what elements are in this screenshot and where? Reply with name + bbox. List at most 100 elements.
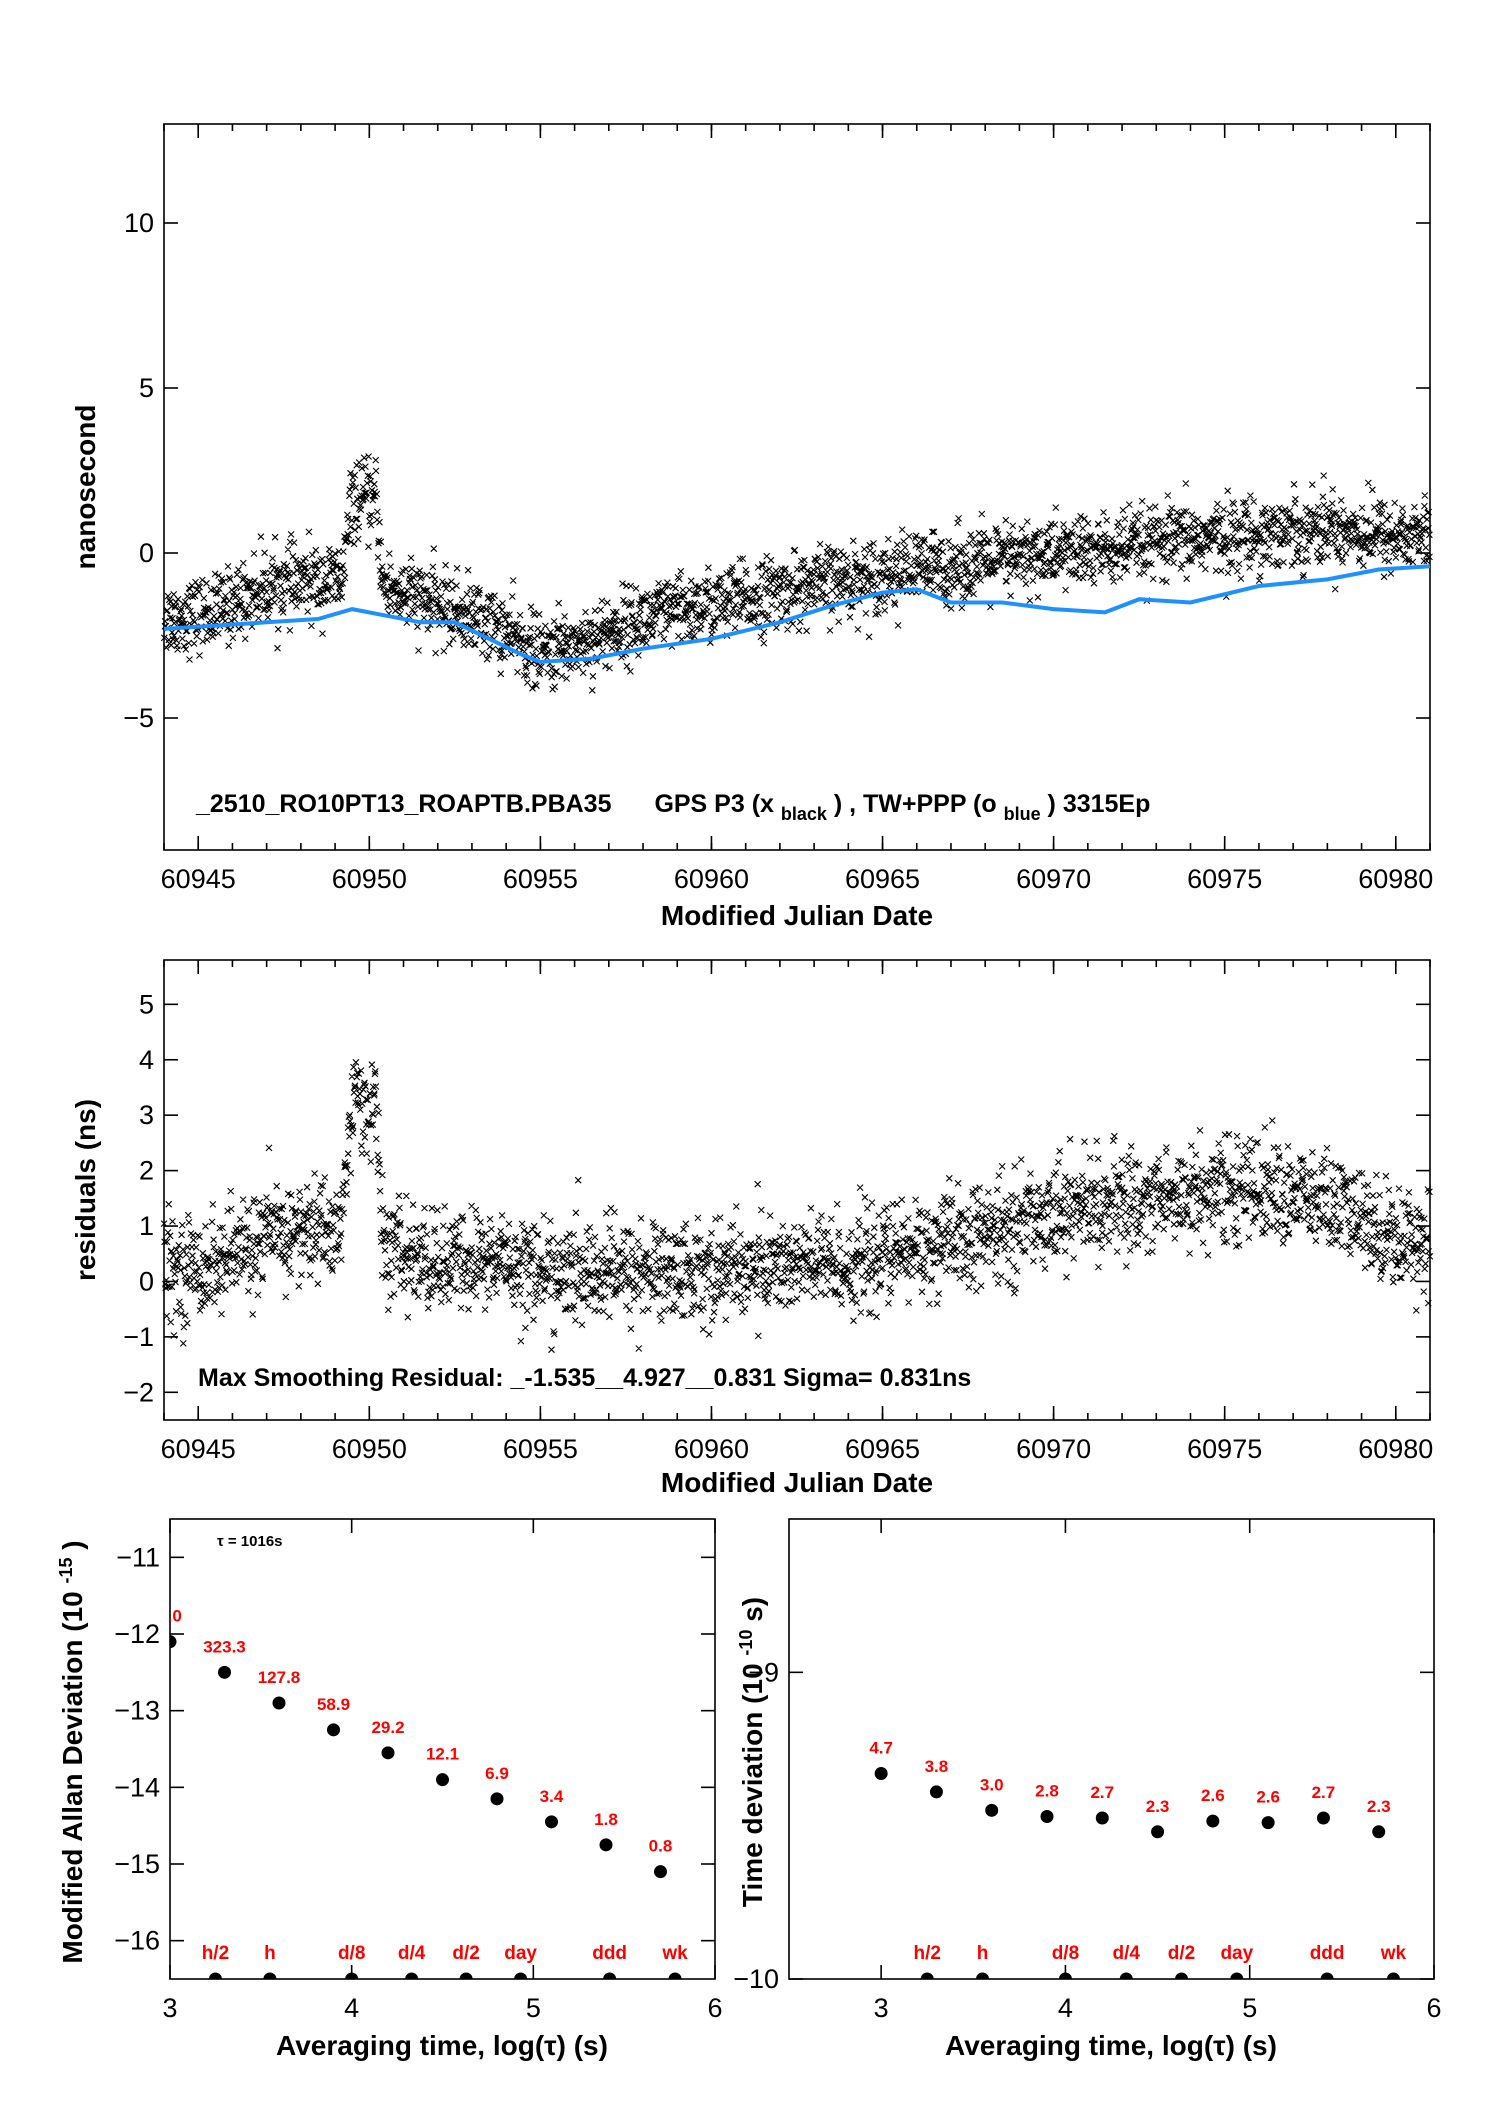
tdev-time-markers: h/2 h d/8 d/4 d/2 day ddd wk xyxy=(913,1943,1407,1979)
residuals-panel: 60945 60950 60955 60960 60965 60970 60975 60980… xyxy=(70,959,1434,1498)
top-ticks xyxy=(163,124,1431,850)
tdev-point xyxy=(1261,1816,1275,1830)
mdev-marker-label: h/2 xyxy=(202,1943,229,1964)
mdev-marker-point xyxy=(263,1972,277,1979)
mdev-marker-point xyxy=(345,1972,359,1979)
tdev-points: 4.7 3.8 3.0 2.8 2.7 2.3 2.6 2.6 2.7 2.3 xyxy=(869,1739,1391,1839)
res-x-tick-label: 60980 xyxy=(1358,1434,1433,1464)
tdev-marker-point xyxy=(976,1972,989,1979)
residuals-plot-frame xyxy=(163,959,1431,1421)
mdev-point-label: 29.2 xyxy=(371,1718,404,1737)
tdev-y-axis-title-main: Time deviation (10 xyxy=(737,1663,768,1907)
tdev-point xyxy=(1206,1814,1220,1828)
tdev-y-tick-label: −9 xyxy=(748,1657,779,1687)
mdev-point xyxy=(381,1746,395,1760)
mdev-x-tick-label: 5 xyxy=(526,1993,541,2023)
mdev-y-axis-title-sup: -15 xyxy=(56,1557,76,1583)
tdev-point-label: 3.8 xyxy=(925,1757,949,1776)
mdev-marker-label: d/2 xyxy=(452,1943,479,1964)
top-x-tick-label: 60970 xyxy=(1016,864,1091,894)
mdev-y-axis-title-main: Modified Allan Deviation (10 xyxy=(57,1591,88,1963)
residuals-annotation: Max Smoothing Residual: _-1.535__4.927__… xyxy=(198,1364,971,1392)
tdev-x-tick-label: 5 xyxy=(1242,1993,1257,2023)
tdev-marker-label: ddd xyxy=(1310,1943,1345,1964)
mdev-marker-label: ddd xyxy=(592,1943,627,1964)
residuals-y-tick-labels: −2 −1 0 1 2 3 4 5 xyxy=(123,989,154,1407)
mdev-y-tick-labels: −16 −15 −14 −13 −12 −11 xyxy=(114,1542,160,1955)
mdev-x-axis-title: Averaging time, log(τ) (s) xyxy=(276,2030,608,2061)
mdev-marker-point xyxy=(405,1972,419,1979)
mdev-y-axis-title-tail: ) xyxy=(57,1540,88,1549)
top-x-markers xyxy=(160,453,1433,694)
mdev-point-label: 58.9 xyxy=(317,1695,350,1714)
tdev-point-label: 2.8 xyxy=(1035,1781,1059,1800)
mdev-point-label: 6.9 xyxy=(485,1764,509,1783)
tdev-marker-label: h xyxy=(977,1943,989,1964)
mdev-x-tick-label: 6 xyxy=(707,1993,722,2023)
mdev-point xyxy=(272,1696,286,1710)
mdev-marker-point xyxy=(514,1972,528,1979)
mdev-point xyxy=(599,1838,613,1852)
top-x-tick-labels: 60945 60950 60955 60960 60965 60970 60975 60980 xyxy=(161,864,1434,894)
mdev-marker-label: d/4 xyxy=(398,1943,426,1964)
mdev-y-tick-label: −11 xyxy=(116,1542,160,1572)
mdev-point-label: 127.8 xyxy=(258,1668,301,1687)
res-x-markers xyxy=(160,1058,1434,1354)
top-annotation-ppp-sub: blue xyxy=(1004,804,1041,824)
mdev-point xyxy=(170,1635,177,1649)
mdev-time-markers: h/2 h d/8 d/4 d/2 day ddd wk xyxy=(202,1943,688,1979)
mdev-marker-label: wk xyxy=(661,1943,688,1964)
mdev-point xyxy=(490,1792,504,1806)
top-annotation: _2510_RO10PT13_ROAPTB.PBA35 GPS P3 (x bl… xyxy=(195,790,1150,826)
tdev-point xyxy=(1040,1809,1054,1823)
tdev-y-tick-labels: −10 −9 xyxy=(733,1657,779,1994)
tdev-marker-point xyxy=(1386,1972,1400,1979)
tdev-marker-point xyxy=(1320,1972,1334,1979)
top-y-axis-title: nanosecond xyxy=(70,405,101,570)
tdev-point xyxy=(874,1767,888,1781)
mdev-y-tick-label: −14 xyxy=(114,1772,160,1802)
res-y-tick-label: 5 xyxy=(139,989,154,1019)
res-x-tick-label: 60950 xyxy=(332,1434,407,1464)
top-plot-frame xyxy=(163,123,1431,851)
tdev-point xyxy=(1372,1825,1386,1839)
tdev-point xyxy=(985,1803,999,1817)
mdev-point xyxy=(436,1773,449,1787)
residuals-y-axis-title: residuals (ns) xyxy=(70,1099,101,1281)
mdev-point-label: 9.0 xyxy=(158,1607,182,1626)
mdev-point xyxy=(654,1865,667,1879)
tdev-marker-label: day xyxy=(1220,1943,1253,1964)
res-y-tick-label: 1 xyxy=(139,1211,154,1241)
tdev-marker-point xyxy=(920,1972,934,1979)
residuals-x-axis-title: Modified Julian Date xyxy=(661,1467,933,1498)
tdev-point-label: 2.6 xyxy=(1256,1788,1280,1807)
mdev-marker-point xyxy=(668,1972,682,1979)
mdev-x-tick-label: 4 xyxy=(344,1993,359,2023)
tdev-marker-label: wk xyxy=(1380,1943,1407,1964)
top-annotation-gps: GPS P3 (x xyxy=(654,790,774,818)
top-annotation-gps-sub: black xyxy=(781,804,828,824)
tdev-x-tick-label: 6 xyxy=(1426,1993,1441,2023)
tdev-marker-label: h/2 xyxy=(913,1943,940,1964)
tdev-point-label: 2.7 xyxy=(1312,1783,1336,1802)
tdev-point xyxy=(1316,1811,1330,1825)
tdev-point-label: 3.0 xyxy=(980,1775,1004,1794)
tdev-point-label: 2.7 xyxy=(1090,1783,1114,1802)
top-annotation-tail: ) 3315Ep xyxy=(1048,790,1151,818)
mdev-y-tick-label: −15 xyxy=(114,1849,160,1879)
res-x-tick-label: 60975 xyxy=(1187,1434,1262,1464)
residuals-points xyxy=(160,1058,1434,1354)
top-x-tick-label: 60955 xyxy=(503,864,578,894)
tdev-marker-point xyxy=(1119,1972,1133,1979)
tdev-point xyxy=(1151,1825,1165,1839)
tdev-ticks xyxy=(789,1519,1435,1980)
tdev-point xyxy=(1095,1811,1109,1825)
tdev-point-label: 4.7 xyxy=(869,1739,893,1758)
res-y-tick-label: 4 xyxy=(139,1045,154,1075)
top-annotation-sep: ) , TW+PPP (o xyxy=(834,790,997,818)
top-x-tick-label: 60975 xyxy=(1187,864,1262,894)
res-y-tick-label: −2 xyxy=(123,1377,154,1407)
residuals-x-tick-labels: 60945 60950 60955 60960 60965 60970 60975 60980 xyxy=(161,1434,1434,1464)
res-x-tick-label: 60955 xyxy=(503,1434,578,1464)
tdev-panel: 4.7 3.8 3.0 2.8 2.7 2.3 2.6 2.6 2.7 2.3 h/2 h d/8 d/… xyxy=(733,1518,1442,2061)
